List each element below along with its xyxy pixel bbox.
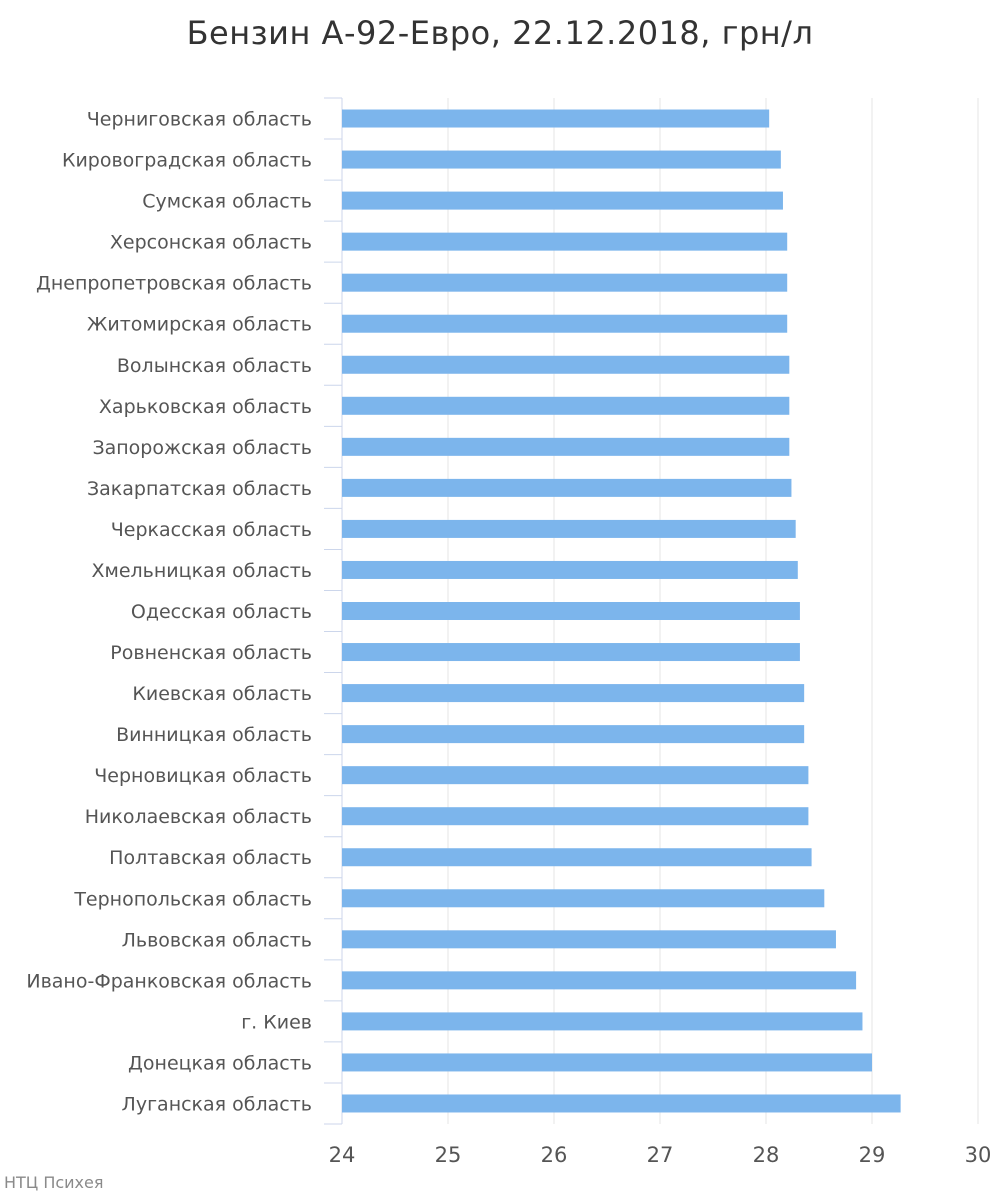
bar-5[interactable]	[342, 273, 788, 292]
category-label: Харьковская область	[99, 396, 312, 418]
category-label: Николаевская область	[85, 806, 312, 828]
chart-title: Бензин А-92-Евро, 22.12.2018, грн/л	[186, 14, 814, 52]
category-label: Херсонская область	[110, 232, 312, 254]
category-label: Сумская область	[142, 191, 312, 213]
bar-24[interactable]	[342, 1053, 872, 1072]
bar-17[interactable]	[342, 766, 809, 785]
category-label: Черкасская область	[111, 519, 312, 541]
category-label: Киевская область	[132, 683, 312, 705]
x-tick-label: 29	[859, 1143, 886, 1167]
bar-15[interactable]	[342, 684, 805, 703]
category-label: Львовская область	[122, 929, 312, 951]
bar-19[interactable]	[342, 848, 812, 867]
category-label: Полтавская область	[109, 847, 312, 869]
category-label: Черновицкая область	[94, 765, 312, 787]
bar-12[interactable]	[342, 560, 798, 579]
bar-10[interactable]	[342, 478, 792, 497]
category-label: Луганская область	[122, 1093, 312, 1115]
bar-chart: Черниговская область Кировоградская облас…	[26, 97, 992, 1167]
bar-20[interactable]	[342, 889, 825, 908]
bar-23[interactable]	[342, 1012, 863, 1031]
bar-14[interactable]	[342, 643, 800, 662]
category-label: Тернопольская область	[73, 888, 312, 910]
category-label: Кировоградская область	[62, 150, 312, 172]
bar-4[interactable]	[342, 232, 788, 251]
x-tick-label: 25	[435, 1143, 462, 1167]
x-tick-label: 27	[647, 1143, 674, 1167]
category-labels: Черниговская область Кировоградская облас…	[26, 109, 312, 1116]
bars-layer	[342, 109, 901, 1113]
category-label: Житомирская область	[87, 314, 312, 336]
category-label: Запорожская область	[92, 437, 312, 459]
bar-1[interactable]	[342, 109, 770, 128]
category-label: Донецкая область	[128, 1052, 312, 1074]
bar-2[interactable]	[342, 150, 781, 169]
category-label: Закарпатская область	[87, 478, 312, 500]
bar-16[interactable]	[342, 725, 805, 744]
category-label: Ровненская область	[110, 642, 312, 664]
bar-11[interactable]	[342, 519, 796, 538]
bar-22[interactable]	[342, 971, 857, 990]
bar-3[interactable]	[342, 191, 783, 210]
x-tick-label: 30	[965, 1143, 992, 1167]
x-axis-ticks: 24 25 26 27 28 29 30	[329, 1143, 992, 1167]
bar-7[interactable]	[342, 355, 790, 374]
category-label: Днепропетровская область	[36, 273, 312, 295]
bar-9[interactable]	[342, 437, 790, 456]
bar-18[interactable]	[342, 807, 809, 826]
x-tick-label: 28	[753, 1143, 780, 1167]
category-label: Одесская область	[131, 601, 312, 623]
category-label: Ивано-Франковская область	[26, 970, 312, 992]
x-tick-label: 24	[329, 1143, 356, 1167]
category-label: Волынская область	[117, 355, 312, 377]
bar-8[interactable]	[342, 396, 790, 415]
bar-6[interactable]	[342, 314, 788, 333]
source-credit: НТЦ Психея	[4, 1173, 104, 1192]
bar-13[interactable]	[342, 602, 800, 620]
bar-25[interactable]	[342, 1094, 901, 1113]
category-label: Хмельницкая область	[91, 560, 312, 582]
category-label: г. Киев	[241, 1011, 312, 1033]
category-label: Винницкая область	[116, 724, 312, 746]
x-tick-label: 26	[541, 1143, 568, 1167]
category-label: Черниговская область	[87, 109, 312, 131]
bar-21[interactable]	[342, 930, 836, 949]
